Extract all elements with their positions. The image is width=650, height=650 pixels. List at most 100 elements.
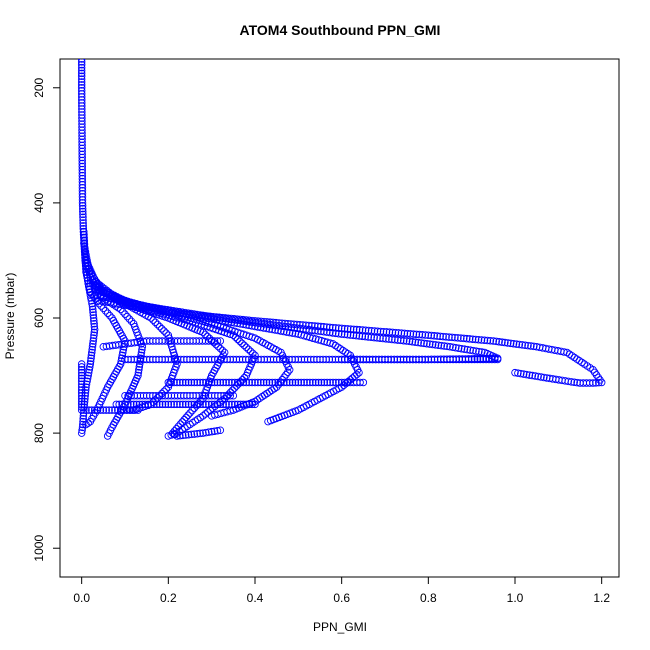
data-point — [524, 341, 532, 350]
data-point — [463, 345, 472, 354]
data-point — [356, 378, 364, 387]
data-point — [77, 383, 86, 391]
data-point — [122, 301, 130, 309]
series-13 — [121, 391, 238, 400]
data-point — [451, 333, 459, 342]
y-axis-label: Pressure (mbar) — [3, 273, 17, 360]
data-point — [274, 326, 282, 335]
data-point — [77, 59, 86, 66]
data-point — [290, 320, 298, 328]
data-point — [77, 69, 86, 78]
y-axis: 200 400 600 800 1000 — [32, 77, 61, 562]
data-point — [181, 378, 190, 387]
series-16 — [77, 360, 86, 414]
data-point — [113, 299, 121, 308]
data-point — [343, 325, 352, 333]
data-point — [147, 400, 155, 409]
data-point — [161, 400, 170, 409]
data-point — [231, 333, 240, 342]
data-point — [329, 378, 337, 387]
data-point — [88, 275, 97, 284]
data-point — [394, 336, 402, 344]
data-point — [207, 337, 216, 345]
data-point — [590, 368, 599, 377]
data-point — [203, 332, 212, 341]
data-point — [245, 316, 253, 325]
data-point — [88, 406, 96, 414]
data-point — [78, 99, 86, 107]
series-14 — [112, 400, 259, 409]
data-point — [299, 321, 307, 329]
data-point — [595, 378, 603, 387]
data-point — [340, 378, 349, 387]
data-point — [570, 378, 578, 387]
data-point — [472, 347, 480, 355]
data-point — [543, 374, 551, 382]
data-point — [202, 428, 210, 437]
data-point — [236, 378, 245, 387]
data-point — [364, 326, 373, 335]
data-point — [280, 327, 288, 336]
data-point — [77, 374, 86, 383]
data-point — [77, 406, 86, 414]
data-point — [77, 363, 86, 371]
data-point — [77, 90, 86, 98]
data-point — [78, 105, 86, 113]
data-point — [219, 378, 227, 387]
data-point — [262, 378, 271, 387]
data-point — [370, 327, 379, 335]
data-point — [127, 317, 136, 326]
data-point — [495, 338, 503, 346]
data-point — [99, 293, 108, 301]
data-point — [530, 342, 538, 351]
data-point — [391, 328, 400, 337]
data-point — [285, 328, 294, 337]
data-point — [78, 168, 87, 177]
data-point — [89, 314, 98, 322]
data-point — [164, 432, 173, 440]
data-point — [423, 339, 431, 348]
data-point — [160, 327, 168, 335]
data-point — [475, 347, 483, 356]
y-tick-label: 1000 — [32, 535, 46, 562]
data-point — [233, 315, 241, 323]
data-point — [300, 378, 308, 387]
data-point — [78, 174, 87, 183]
data-point — [81, 245, 89, 253]
data-point — [353, 370, 361, 379]
data-point — [361, 326, 370, 335]
data-point — [537, 373, 545, 381]
data-point — [78, 171, 87, 180]
data-point — [528, 371, 537, 380]
data-point — [115, 400, 123, 409]
data-point — [181, 431, 190, 439]
data-point — [80, 239, 88, 247]
data-point — [219, 400, 227, 409]
data-point — [205, 428, 213, 436]
data-point — [170, 309, 179, 317]
data-point — [443, 342, 451, 351]
data-point — [306, 378, 314, 387]
data-point — [337, 324, 346, 333]
data-point — [80, 242, 89, 250]
data-point — [78, 426, 86, 434]
data-point — [498, 338, 506, 346]
data-point — [181, 308, 189, 317]
data-point — [79, 225, 88, 233]
plot-area — [77, 59, 606, 440]
data-point — [102, 406, 110, 414]
data-point — [196, 429, 204, 438]
data-point — [266, 318, 274, 326]
data-point — [206, 406, 214, 414]
data-point — [244, 345, 253, 354]
data-point — [263, 318, 271, 326]
data-point — [77, 360, 86, 368]
data-point — [132, 400, 141, 409]
data-point — [465, 335, 474, 343]
data-point — [477, 336, 486, 344]
series-11 — [164, 378, 368, 387]
data-point — [480, 336, 489, 344]
data-point — [181, 400, 190, 409]
data-point — [170, 400, 178, 409]
data-point — [385, 328, 394, 336]
